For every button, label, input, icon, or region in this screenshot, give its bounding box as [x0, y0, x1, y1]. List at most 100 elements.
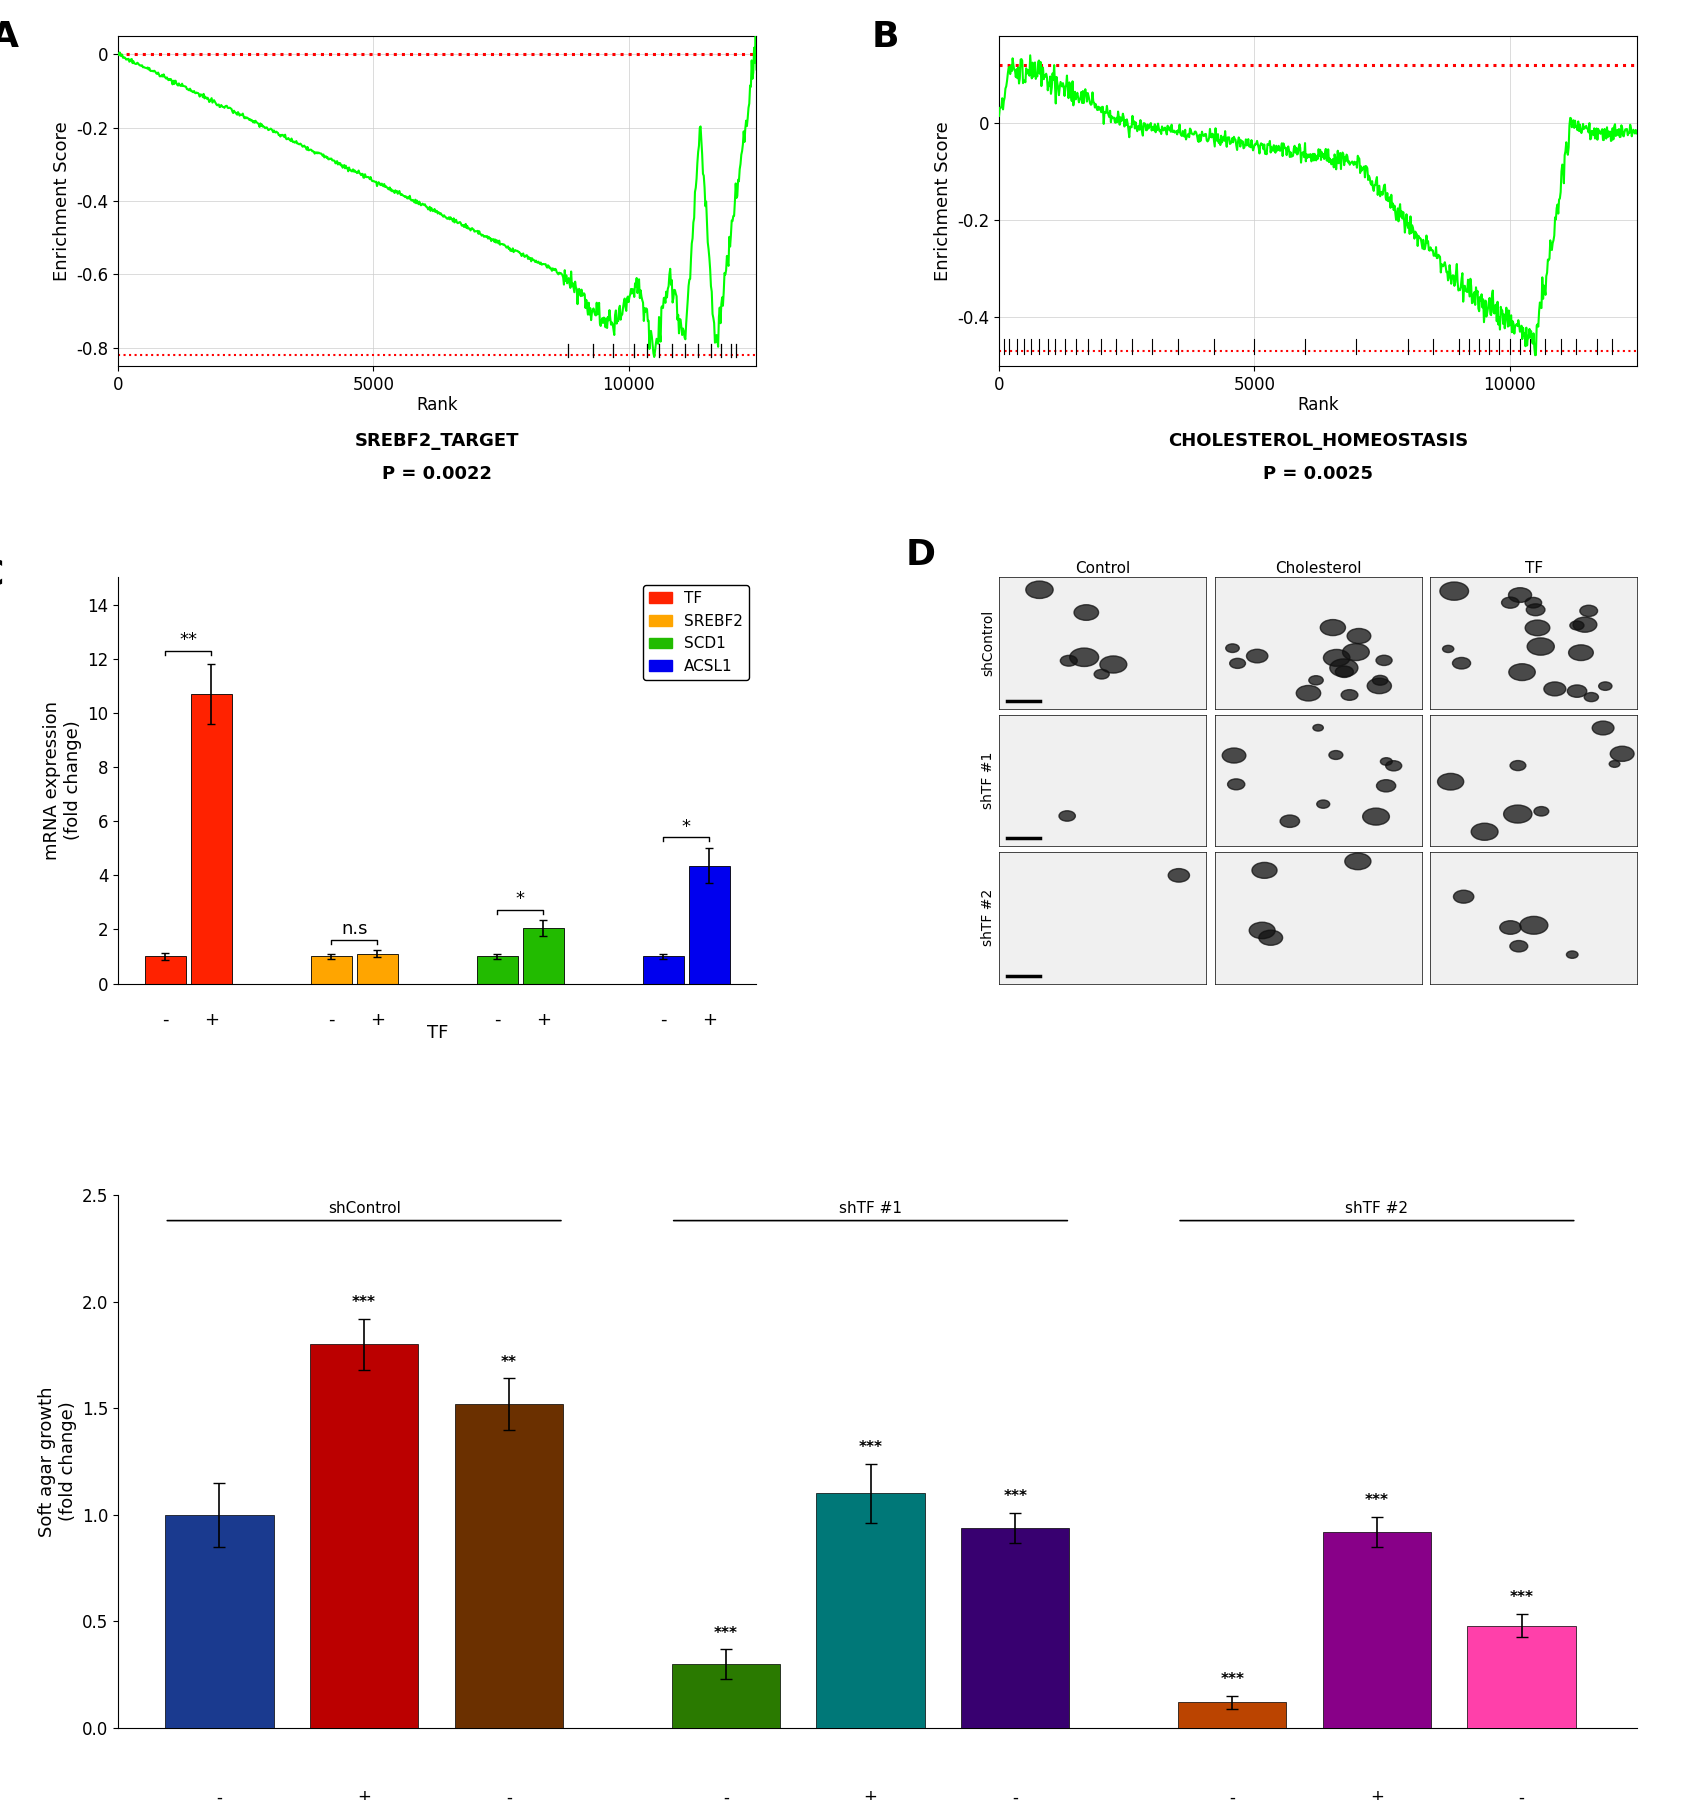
Circle shape	[1568, 644, 1593, 661]
Circle shape	[1452, 657, 1470, 670]
Text: -: -	[327, 1010, 334, 1028]
Title: Control: Control	[1075, 562, 1131, 576]
Text: P = 0.0022: P = 0.0022	[381, 464, 493, 482]
Circle shape	[1376, 779, 1396, 792]
Circle shape	[1599, 682, 1612, 691]
Text: CHOLESTEROL_HOMEOSTASIS: CHOLESTEROL_HOMEOSTASIS	[1168, 432, 1469, 450]
Bar	[356, 954, 398, 983]
Circle shape	[1058, 810, 1075, 821]
Circle shape	[1609, 761, 1620, 767]
Bar	[311, 1345, 419, 1728]
Text: -: -	[660, 1010, 667, 1028]
Circle shape	[1568, 686, 1587, 697]
Bar	[165, 1516, 273, 1728]
Circle shape	[1222, 749, 1246, 763]
Circle shape	[1347, 628, 1371, 644]
Text: +: +	[204, 1010, 219, 1028]
Y-axis label: shTF #1: shTF #1	[981, 752, 994, 810]
Text: -: -	[216, 1787, 223, 1800]
Circle shape	[1342, 689, 1357, 700]
Circle shape	[1566, 950, 1578, 958]
Text: -: -	[1519, 1787, 1524, 1800]
Text: shTF #2: shTF #2	[1345, 1201, 1408, 1217]
Bar	[454, 1404, 564, 1728]
Circle shape	[1280, 815, 1300, 828]
Text: -: -	[1013, 1787, 1018, 1800]
Text: *: *	[517, 891, 525, 909]
Circle shape	[1249, 922, 1274, 938]
Text: D: D	[906, 538, 935, 572]
Circle shape	[1592, 722, 1614, 734]
Circle shape	[1323, 650, 1350, 666]
Circle shape	[1509, 664, 1536, 680]
Circle shape	[1259, 931, 1283, 945]
Bar	[311, 956, 351, 983]
Text: -: -	[495, 1010, 501, 1028]
Circle shape	[1438, 774, 1463, 790]
Circle shape	[1583, 693, 1599, 702]
Title: TF: TF	[1524, 562, 1543, 576]
Text: shControl: shControl	[327, 1201, 400, 1217]
Circle shape	[1320, 619, 1345, 635]
Text: +: +	[535, 1010, 550, 1028]
Circle shape	[1443, 646, 1453, 653]
Y-axis label: mRNA expression
(fold change): mRNA expression (fold change)	[42, 700, 81, 860]
Text: P = 0.0025: P = 0.0025	[1263, 464, 1374, 482]
Text: shTF #1: shTF #1	[839, 1201, 901, 1217]
Circle shape	[1472, 823, 1497, 841]
Text: ***: ***	[1003, 1489, 1028, 1505]
Circle shape	[1610, 747, 1634, 761]
Bar	[960, 1528, 1070, 1728]
Circle shape	[1308, 675, 1323, 684]
Circle shape	[1453, 891, 1474, 904]
Circle shape	[1534, 806, 1550, 815]
Text: C: C	[0, 558, 3, 590]
Text: -: -	[722, 1787, 729, 1800]
Bar	[643, 956, 684, 983]
Circle shape	[1227, 779, 1244, 790]
Text: n.s: n.s	[341, 920, 368, 938]
Y-axis label: Enrichment Score: Enrichment Score	[52, 121, 71, 281]
Circle shape	[1101, 655, 1128, 673]
Circle shape	[1573, 617, 1597, 632]
Text: +: +	[370, 1010, 385, 1028]
Bar	[1467, 1625, 1577, 1728]
Bar	[1178, 1703, 1286, 1728]
Y-axis label: Enrichment Score: Enrichment Score	[933, 121, 952, 281]
Circle shape	[1328, 751, 1344, 760]
Circle shape	[1372, 675, 1388, 686]
Text: ***: ***	[353, 1296, 376, 1310]
Text: ***: ***	[1509, 1591, 1534, 1606]
Text: ***: ***	[859, 1440, 883, 1454]
Circle shape	[1070, 648, 1099, 666]
Circle shape	[1504, 805, 1533, 823]
Text: *: *	[682, 817, 690, 835]
Bar	[478, 956, 518, 983]
Circle shape	[1499, 922, 1521, 934]
Circle shape	[1094, 670, 1109, 679]
Circle shape	[1526, 619, 1550, 635]
Circle shape	[1026, 581, 1053, 598]
Circle shape	[1246, 650, 1268, 662]
Text: -: -	[506, 1787, 511, 1800]
Circle shape	[1440, 581, 1469, 599]
X-axis label: Rank: Rank	[1298, 396, 1339, 414]
Circle shape	[1386, 761, 1401, 770]
Text: ***: ***	[1220, 1672, 1244, 1687]
Y-axis label: Soft agar growth
(fold change): Soft agar growth (fold change)	[37, 1386, 76, 1537]
Y-axis label: shControl: shControl	[981, 610, 994, 677]
Legend: TF, SREBF2, SCD1, ACSL1: TF, SREBF2, SCD1, ACSL1	[643, 585, 749, 680]
Bar	[672, 1663, 780, 1728]
Y-axis label: shTF #2: shTF #2	[981, 889, 994, 947]
Circle shape	[1528, 637, 1555, 655]
Circle shape	[1502, 598, 1519, 608]
Text: **: **	[501, 1355, 517, 1370]
Text: +: +	[864, 1787, 878, 1800]
Text: TF: TF	[427, 1024, 447, 1042]
Circle shape	[1060, 655, 1077, 666]
Circle shape	[1509, 589, 1531, 603]
Circle shape	[1342, 644, 1369, 661]
Circle shape	[1229, 659, 1246, 668]
Bar	[191, 693, 231, 983]
Circle shape	[1335, 666, 1354, 677]
